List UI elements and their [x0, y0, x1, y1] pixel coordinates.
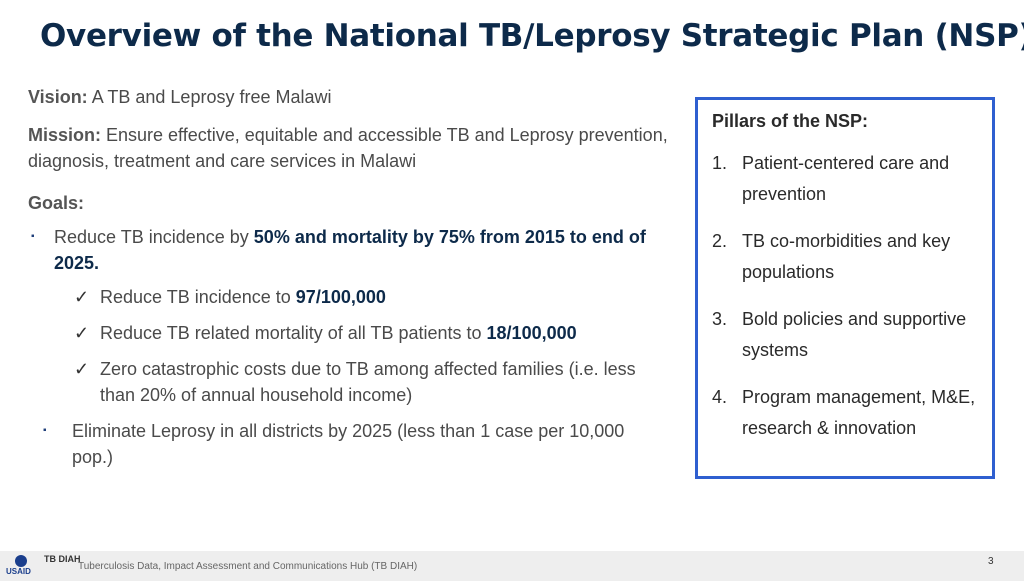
pillar-text: Bold policies and supportive systems	[742, 309, 967, 360]
checkmark-icon: ✓	[74, 323, 90, 343]
pillar-number: 2.	[712, 231, 728, 251]
checkmark-icon: ✓	[74, 287, 90, 307]
goal-item-tb: ▪ Reduce TB incidence by 50% and mortali…	[28, 224, 668, 276]
subgoal-mortality-text: Reduce TB related mortality of all TB pa…	[100, 323, 487, 343]
pillar-item: 1. Patient-centered care and prevention	[712, 148, 978, 210]
footer-bar: USAID TB DIAH Tuberculosis Data, Impact …	[0, 551, 1024, 581]
pillar-text: TB co-morbidities and key populations	[742, 231, 951, 282]
subgoal-costs: ✓ Zero catastrophic costs due to TB amon…	[28, 356, 668, 408]
vision-text: A TB and Leprosy free Malawi	[87, 87, 332, 107]
pillar-number: 3.	[712, 309, 728, 329]
footer-text: Tuberculosis Data, Impact Assessment and…	[78, 561, 418, 572]
usaid-emblem-icon	[15, 555, 27, 567]
pillar-text: Patient-centered care and prevention	[742, 153, 950, 204]
page-number: 3	[988, 556, 994, 567]
checkmark-icon: ✓	[74, 359, 90, 379]
goal-leprosy-text: Eliminate Leprosy in all districts by 20…	[72, 421, 625, 467]
usaid-logo: USAID	[6, 555, 36, 577]
goals-label: Goals:	[28, 193, 85, 213]
pillar-item: 3. Bold policies and supportive systems	[712, 304, 978, 366]
subgoal-incidence: ✓ Reduce TB incidence to 97/100,000	[28, 284, 668, 310]
square-bullet-icon: ▪	[31, 231, 35, 242]
pillar-number: 4.	[712, 387, 728, 407]
content-left: Vision: A TB and Leprosy free Malawi Mis…	[28, 84, 668, 470]
page-title: Overview of the National TB/Leprosy Stra…	[40, 18, 1024, 54]
pillars-title: Pillars of the NSP:	[712, 111, 869, 131]
goal-item-leprosy: ▪ Eliminate Leprosy in all districts by …	[28, 418, 668, 470]
pillar-item: 2. TB co-morbidities and key populations	[712, 226, 978, 288]
subgoal-costs-text: Zero catastrophic costs due to TB among …	[100, 359, 636, 405]
pillar-item: 4. Program management, M&E, research & in…	[712, 382, 978, 444]
pillar-text: Program management, M&E, research & inno…	[742, 387, 976, 438]
pillar-number: 1.	[712, 153, 728, 173]
tbdiah-logo: TB DIAH	[44, 554, 81, 564]
subgoal-mortality: ✓ Reduce TB related mortality of all TB …	[28, 320, 668, 346]
subgoal-mortality-value: 18/100,000	[486, 323, 577, 343]
square-bullet-icon: ▪	[43, 425, 47, 436]
goal-tb-target: 50% and mortality by 75% from 2015 to en…	[54, 227, 646, 273]
subgoal-incidence-text: Reduce TB incidence to	[100, 287, 296, 307]
vision-line: Vision: A TB and Leprosy free Malawi	[28, 84, 668, 110]
usaid-logo-text: USAID	[6, 567, 31, 576]
mission-line: Mission: Ensure effective, equitable and…	[28, 122, 668, 174]
mission-label: Mission:	[28, 125, 102, 145]
vision-label: Vision:	[28, 87, 88, 107]
mission-text: Ensure effective, equitable and accessib…	[28, 125, 668, 171]
subgoal-incidence-value: 97/100,000	[295, 287, 386, 307]
goal-tb-text: Reduce TB incidence by	[54, 227, 254, 247]
pillars-box: Pillars of the NSP: 1. Patient-centered c…	[695, 97, 995, 479]
